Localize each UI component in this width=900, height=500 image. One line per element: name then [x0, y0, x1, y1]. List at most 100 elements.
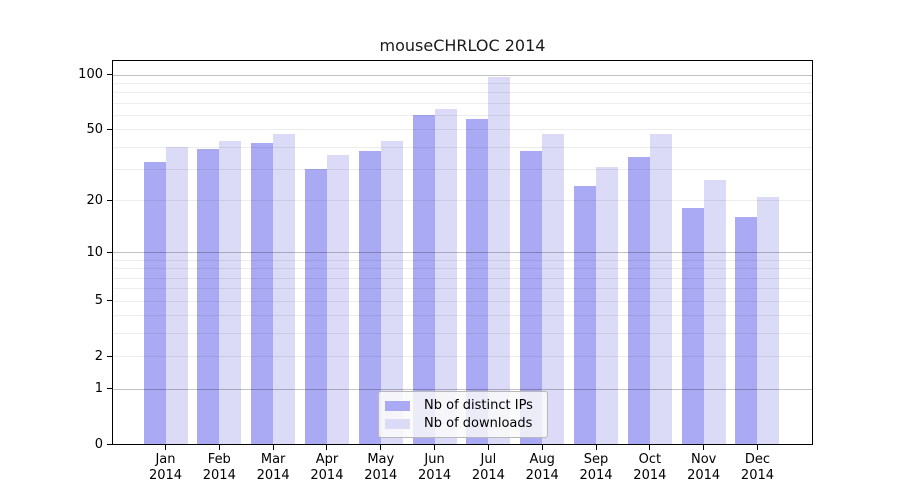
y-tick [107, 443, 113, 445]
x-tick-label-aug: Aug 2014 [515, 452, 569, 484]
gridline-minor [113, 83, 812, 85]
x-tick-label-apr: Apr 2014 [300, 452, 354, 484]
x-tick-year: 2014 [364, 468, 398, 483]
x-tick-label-jun: Jun 2014 [408, 452, 462, 484]
y-tick [107, 300, 113, 302]
y-tick [107, 199, 113, 201]
chart-title: mouseCHRLOC 2014 [379, 36, 546, 55]
bar-nb-of-distinct-ips-oct [627, 157, 650, 444]
x-tick-year: 2014 [579, 468, 613, 483]
x-tick-month: Oct [638, 452, 662, 467]
x-tick-year: 2014 [256, 468, 290, 483]
y-tick-label: 1 [94, 381, 103, 397]
x-tick [434, 445, 436, 450]
bar-nb-of-downloads-mar [273, 134, 296, 444]
x-tick-month: Apr [315, 452, 339, 467]
y-tick [107, 74, 113, 76]
x-tick-month: Feb [207, 452, 231, 467]
gridline-minor [113, 333, 812, 335]
bar-nb-of-downloads-jun [434, 108, 457, 444]
gridline-minor [113, 315, 812, 317]
x-tick-year: 2014 [740, 468, 775, 483]
gridline-minor [113, 259, 812, 261]
x-tick [272, 445, 274, 450]
gridline-minor [113, 356, 812, 358]
y-tick [107, 251, 113, 253]
legend: Nb of distinct IPs Nb of downloads [378, 391, 548, 438]
bar-nb-of-downloads-nov [703, 180, 726, 444]
bar-nb-of-downloads-apr [326, 155, 349, 444]
bar-nb-of-distinct-ips-nov [681, 208, 704, 444]
gridline-minor [113, 277, 812, 279]
x-tick-label-nov: Nov 2014 [677, 452, 731, 484]
x-tick-label-mar: Mar 2014 [246, 452, 300, 484]
gridline-major [113, 388, 812, 390]
x-tick-year: 2014 [687, 468, 721, 483]
bar-nb-of-downloads-jul [488, 77, 511, 444]
bar-nb-of-distinct-ips-dec [735, 217, 758, 444]
x-tick-month: Dec [744, 452, 771, 467]
y-tick-label: 5 [94, 293, 103, 309]
bar-nb-of-downloads-sep [596, 166, 619, 444]
x-tick-month: Jun [424, 452, 445, 467]
x-tick-month: Aug [529, 452, 555, 467]
y-tick-label: 100 [78, 67, 103, 83]
x-tick [756, 445, 758, 450]
bar-nb-of-downloads-jan [165, 146, 188, 444]
x-tick-label-may: May 2014 [354, 452, 408, 484]
x-tick-label-oct: Oct 2014 [623, 452, 677, 484]
y-tick [107, 388, 113, 390]
x-tick-year: 2014 [418, 468, 452, 483]
x-tick-month: Mar [260, 452, 286, 467]
plot-area [112, 60, 813, 445]
bar-nb-of-distinct-ips-sep [574, 186, 597, 444]
x-tick [595, 445, 597, 450]
x-tick-label-jan: Jan 2014 [139, 452, 193, 484]
y-tick [107, 128, 113, 130]
x-tick-month: Jul [480, 452, 497, 467]
legend-item: Nb of downloads [385, 416, 541, 431]
gridline-minor [113, 92, 812, 94]
legend-swatch-downloads-icon [385, 418, 410, 429]
bar-nb-of-downloads-aug [542, 134, 565, 444]
x-tick-label-sep: Sep 2014 [569, 452, 623, 484]
y-tick-label: 10 [86, 244, 103, 260]
x-tick-month: Nov [690, 452, 717, 467]
x-tick [703, 445, 705, 450]
bar-nb-of-downloads-may [380, 141, 403, 444]
gridline-major [113, 252, 812, 254]
legend-swatch-distinct-ips-icon [385, 400, 410, 411]
gridline-minor [113, 288, 812, 290]
x-tick-year: 2014 [310, 468, 344, 483]
bar-nb-of-distinct-ips-aug [520, 150, 543, 444]
y-tick-label: 50 [86, 121, 103, 137]
x-tick-year: 2014 [525, 468, 559, 483]
x-tick [326, 445, 328, 450]
bar-nb-of-downloads-dec [757, 196, 780, 444]
y-tick-label: 20 [86, 192, 103, 208]
x-tick-month: May [367, 452, 395, 467]
bar-nb-of-downloads-feb [219, 141, 242, 444]
x-tick-year: 2014 [148, 468, 183, 483]
gridline-major [113, 74, 812, 76]
y-tick-label: 2 [94, 348, 103, 364]
bar-nb-of-distinct-ips-jan [143, 161, 166, 444]
x-tick-label-feb: Feb 2014 [192, 452, 246, 484]
legend-item: Nb of distinct IPs [385, 398, 541, 413]
x-tick-month: Jan [155, 452, 176, 467]
bar-nb-of-distinct-ips-apr [304, 169, 327, 444]
x-tick [649, 445, 651, 450]
x-tick [541, 445, 543, 450]
x-tick-label-dec: Dec 2014 [730, 452, 784, 484]
gridline-minor [113, 102, 812, 104]
x-tick-month: Sep [583, 452, 609, 467]
y-tick [107, 355, 113, 357]
gridline-minor [113, 200, 812, 202]
x-tick-year: 2014 [633, 468, 667, 483]
gridline-minor [113, 146, 812, 148]
gridline-minor [113, 129, 812, 131]
gridline-minor [113, 268, 812, 270]
bar-nb-of-distinct-ips-jul [466, 119, 489, 444]
x-tick-year: 2014 [202, 468, 236, 483]
